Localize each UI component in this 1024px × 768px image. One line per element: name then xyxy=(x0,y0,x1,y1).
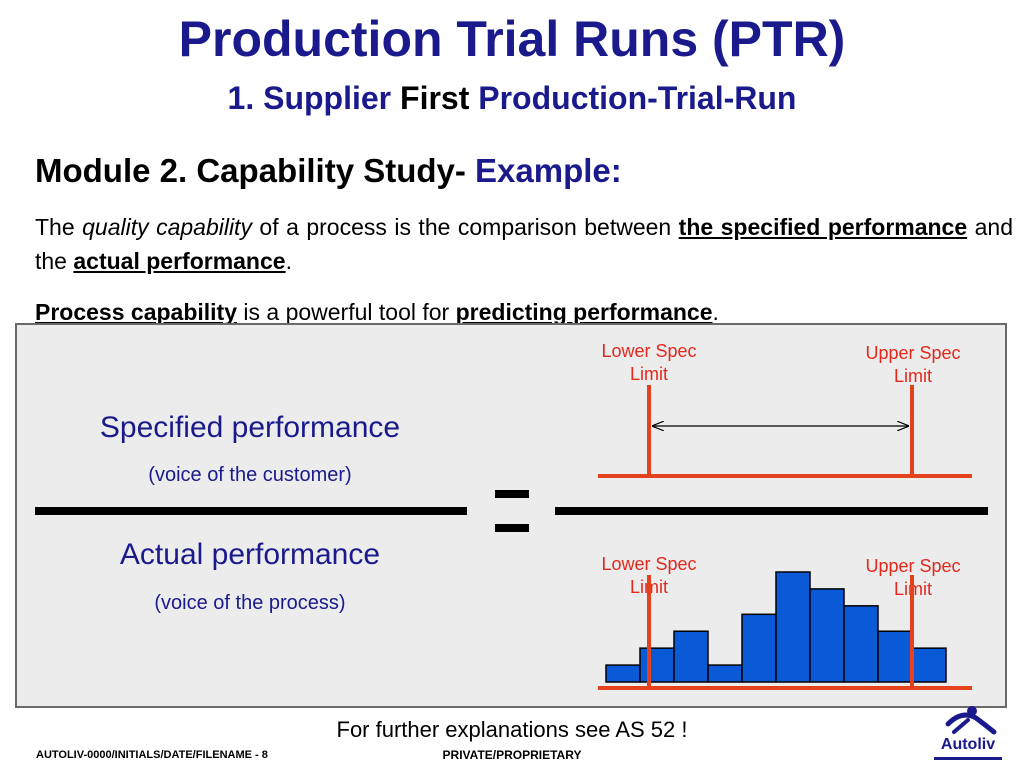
p2-text-2: is a powerful tool for xyxy=(237,299,456,325)
voice-of-customer-label: (voice of the customer) xyxy=(148,464,352,486)
p2-process-capability: Process capability xyxy=(35,299,237,325)
autoliv-logo: Autoliv xyxy=(928,702,1008,764)
p1-text-1: The xyxy=(35,214,83,240)
classification-label: PRIVATE/PROPRIETARY xyxy=(442,748,582,762)
slide-subtitle: 1. Supplier First Production-Trial-Run xyxy=(0,78,1024,118)
histogram-bar xyxy=(639,647,675,683)
p1-specified-performance: the specified performance xyxy=(678,214,968,240)
subtitle-part-2: First xyxy=(400,80,470,116)
autoliv-figure-icon xyxy=(945,706,997,735)
specified-performance-label: Specified performance xyxy=(99,411,401,444)
upper-spec-limit-label-top: Upper Spec Limit xyxy=(865,343,961,386)
equals-sign-top xyxy=(495,490,529,498)
document-id: AUTOLIV-0000/INITIALS/DATE/FILENAME - 8 xyxy=(36,749,268,761)
autoliv-logo-underline xyxy=(934,757,1002,760)
p1-quality-capability: quality capability xyxy=(82,214,252,240)
specified-spec-diagram xyxy=(598,385,972,478)
histogram-bar xyxy=(741,613,777,683)
module-heading-example: Example: xyxy=(475,152,622,189)
subtitle-part-3: Production-Trial-Run xyxy=(469,80,797,116)
capability-paragraph: Process capability is a powerful tool fo… xyxy=(35,296,1013,328)
histogram-bar xyxy=(775,571,811,683)
module-heading: Module 2. Capability Study- Example: xyxy=(35,150,622,192)
histogram-bar xyxy=(911,647,947,683)
further-explanations-note: For further explanations see AS 52 ! xyxy=(336,717,688,742)
actual-performance-label: Actual performance xyxy=(119,538,381,571)
equals-sign-bottom xyxy=(495,524,529,532)
fraction-line-left xyxy=(35,507,467,515)
fraction-line-right xyxy=(555,507,988,515)
p2-text-4: . xyxy=(712,299,719,325)
p1-text-3: of a process is the comparison between xyxy=(251,214,679,240)
p1-actual-performance: actual performance xyxy=(73,248,286,274)
autoliv-logo-text: Autoliv xyxy=(940,736,996,753)
voice-of-process-label: (voice of the process) xyxy=(154,592,346,614)
module-heading-text: Module 2. Capability Study- xyxy=(35,152,476,189)
histogram-bar xyxy=(843,605,879,683)
histogram-bar xyxy=(877,630,913,683)
subtitle-part-1: 1. Supplier xyxy=(227,80,401,116)
histogram-bar xyxy=(673,630,709,683)
actual-spec-lines xyxy=(598,575,972,690)
process-histogram xyxy=(605,571,947,683)
histogram-bar xyxy=(605,664,641,683)
p1-text-5: and the xyxy=(35,214,1014,274)
spec-limits-diagram xyxy=(598,385,972,690)
p2-predicting-performance: predicting performance xyxy=(455,299,713,325)
histogram-bar xyxy=(809,588,845,683)
slide-title: Production Trial Runs (PTR) xyxy=(178,11,846,67)
lower-spec-limit-label-top: Lower Spec Limit xyxy=(601,341,697,384)
histogram-bar xyxy=(707,664,743,683)
p1-text-7: . xyxy=(285,248,292,274)
intro-paragraph: The quality capability of a process is t… xyxy=(35,210,1013,278)
